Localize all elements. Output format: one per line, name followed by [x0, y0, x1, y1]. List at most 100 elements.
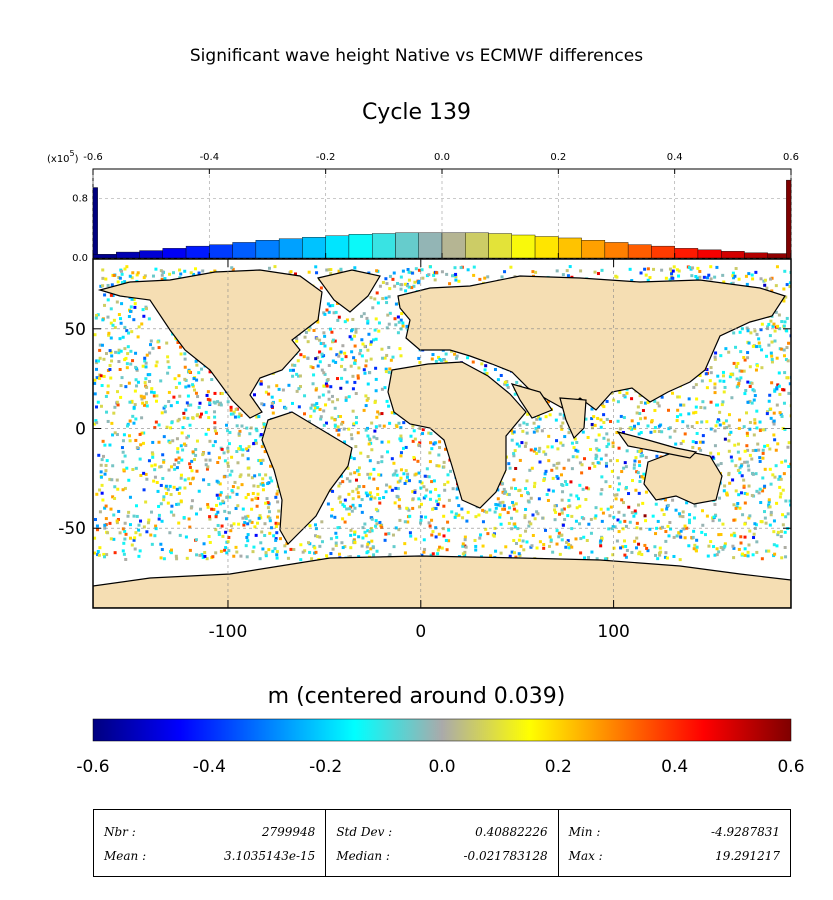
map-data-point [692, 529, 696, 533]
map-data-point [140, 397, 144, 401]
map-data-point [748, 529, 752, 533]
map-data-point [615, 493, 619, 497]
map-data-point [622, 393, 626, 397]
map-data-point [785, 376, 789, 380]
map-data-point [632, 463, 636, 467]
map-data-point [328, 327, 332, 331]
map-data-point [777, 371, 781, 375]
map-data-point [108, 363, 112, 367]
map-data-point [396, 480, 400, 484]
map-data-point [701, 400, 705, 404]
map-data-point [208, 517, 212, 521]
map-data-point [153, 475, 157, 479]
map-data-point [436, 552, 440, 556]
map-data-point [119, 395, 123, 399]
map-data-point [334, 531, 338, 535]
map-data-point [570, 441, 574, 445]
map-data-point [367, 476, 371, 480]
map-data-point [784, 459, 788, 463]
map-data-point [361, 526, 365, 530]
map-data-point [743, 449, 747, 453]
map-data-point [135, 446, 139, 450]
map-data-point [651, 514, 655, 518]
map-data-point [731, 281, 735, 285]
map-data-point [188, 548, 192, 552]
map-data-point [579, 537, 583, 541]
map-data-point [301, 550, 305, 554]
map-data-point [387, 440, 391, 444]
map-data-point [637, 432, 641, 436]
map-data-point [123, 454, 127, 458]
map-data-point [639, 527, 643, 531]
map-data-point [555, 542, 559, 546]
map-data-point [567, 498, 571, 502]
map-data-point [756, 442, 760, 446]
map-data-point [229, 408, 233, 412]
map-data-point [646, 278, 650, 282]
map-data-point [278, 537, 282, 541]
map-data-point [394, 469, 398, 473]
map-data-point [722, 280, 726, 284]
map-data-point [179, 272, 183, 276]
map-data-point [705, 420, 709, 424]
map-data-point [775, 265, 779, 269]
map-data-point [646, 267, 650, 271]
map-data-point [711, 455, 715, 459]
map-data-point [125, 424, 129, 428]
map-data-point [204, 410, 208, 414]
map-data-point [385, 326, 389, 330]
map-data-point [784, 358, 788, 362]
map-data-point [525, 479, 529, 483]
map-data-point [775, 501, 779, 505]
map-data-point [230, 489, 234, 493]
map-data-point [117, 509, 121, 513]
map-data-point [165, 341, 169, 345]
map-data-point [241, 448, 245, 452]
map-data-point [409, 270, 413, 274]
map-data-point [560, 473, 564, 477]
map-data-point [258, 514, 262, 518]
map-data-point [551, 489, 555, 493]
map-data-point [444, 352, 448, 356]
map-data-point [325, 384, 329, 388]
map-data-point [215, 493, 219, 497]
map-data-point [534, 270, 538, 274]
map-data-point [140, 416, 144, 420]
map-data-point [605, 417, 609, 421]
map-data-point [590, 426, 594, 430]
map-data-point [227, 511, 231, 515]
map-data-point [106, 384, 110, 388]
map-data-point [118, 367, 122, 371]
map-data-point [347, 492, 351, 496]
map-data-point [693, 504, 697, 508]
map-data-point [473, 538, 477, 542]
map-data-point [765, 354, 769, 358]
map-data-point [734, 506, 738, 510]
map-data-point [343, 520, 347, 524]
map-data-point [268, 476, 272, 480]
map-data-point [501, 507, 505, 511]
map-data-point [366, 472, 370, 476]
map-data-point [167, 365, 171, 369]
map-data-point [430, 533, 434, 537]
map-data-point [136, 380, 140, 384]
map-data-point [101, 276, 105, 280]
map-data-point [721, 374, 725, 378]
map-data-point [154, 527, 158, 531]
map-data-point [266, 501, 270, 505]
map-data-point [641, 454, 645, 458]
map-data-point [642, 476, 646, 480]
map-data-point [227, 442, 231, 446]
map-data-point [409, 534, 413, 538]
map-data-point [529, 522, 533, 526]
map-data-point [259, 516, 263, 520]
map-data-point [594, 506, 598, 510]
map-data-point [186, 394, 190, 398]
map-data-point [597, 433, 601, 437]
map-data-point [691, 440, 695, 444]
map-data-point [620, 498, 624, 502]
map-data-point [335, 353, 339, 357]
map-data-point [161, 270, 165, 274]
map-data-point [370, 516, 374, 520]
map-data-point [374, 389, 378, 393]
